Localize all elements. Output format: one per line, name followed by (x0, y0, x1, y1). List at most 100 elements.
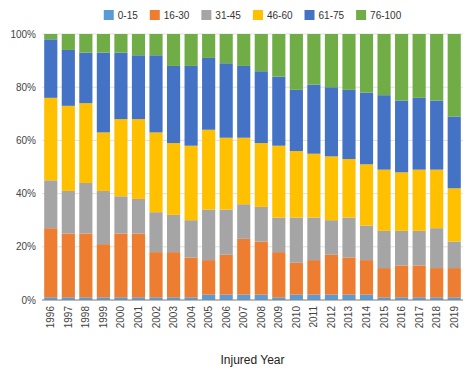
bar-segment (79, 183, 92, 234)
bar-segment (448, 241, 461, 268)
bar-segment (342, 218, 355, 258)
x-tick-label: 2008 (256, 306, 267, 329)
bar-segment (430, 268, 443, 297)
bar-segment (430, 228, 443, 268)
bar-segment (220, 63, 233, 137)
bar-segment (62, 191, 75, 234)
bar-segment (149, 212, 162, 252)
bar-segment (237, 138, 250, 205)
bar-segment (413, 265, 426, 297)
bar-segment (237, 204, 250, 239)
bar-segment (255, 34, 268, 71)
bar-segment (132, 119, 145, 199)
x-tick-label: 1999 (98, 306, 109, 329)
bars (44, 34, 461, 300)
legend-label: 46-60 (267, 10, 293, 21)
bar-segment (290, 295, 303, 300)
x-tick-label: 2009 (273, 306, 284, 329)
legend-label: 0-15 (118, 10, 138, 21)
bar-segment (255, 207, 268, 242)
bar-segment (185, 34, 198, 66)
legend-label: 16-30 (164, 10, 190, 21)
bar-segment (44, 98, 57, 180)
bar-segment (325, 34, 338, 87)
bar-segment (220, 295, 233, 300)
bar-segment (342, 257, 355, 294)
x-tick-label: 2005 (203, 306, 214, 329)
bar-segment (44, 34, 57, 39)
bar-segment (255, 241, 268, 294)
x-tick-label: 2006 (221, 306, 232, 329)
bar-segment (62, 106, 75, 191)
bar-segment (185, 220, 198, 257)
bar-segment (272, 34, 285, 77)
bar-segment (255, 71, 268, 143)
bar-segment (342, 34, 355, 90)
bar-segment (255, 143, 268, 207)
y-tick-label: 0% (22, 295, 37, 306)
bar-segment (44, 228, 57, 297)
bar-segment (114, 119, 127, 196)
bar-segment (79, 103, 92, 183)
bar-segment (307, 295, 320, 300)
bar-segment (272, 218, 285, 253)
bar-segment (114, 34, 127, 53)
bar-segment (202, 34, 215, 58)
bar-segment (237, 295, 250, 300)
bar-segment (307, 85, 320, 154)
x-tick-label: 2018 (431, 306, 442, 329)
x-tick-label: 2011 (308, 306, 319, 328)
bar-segment (220, 138, 233, 210)
bar-segment (360, 164, 373, 225)
bar-segment (360, 226, 373, 261)
bar-segment (237, 239, 250, 295)
x-tick-label: 2013 (343, 306, 354, 329)
bar-segment (272, 252, 285, 297)
x-tick-label: 2010 (291, 306, 302, 329)
x-axis-label: Injured Year (220, 353, 284, 367)
bar-segment (272, 77, 285, 146)
bar-segment (413, 231, 426, 266)
bar-segment (44, 180, 57, 228)
bar-segment (79, 34, 92, 53)
bar-segment (114, 53, 127, 120)
bar-segment (360, 295, 373, 300)
legend-item: 76-100 (356, 10, 402, 21)
bar-segment (97, 191, 110, 244)
bar-segment (114, 196, 127, 233)
x-tick-label: 2007 (238, 306, 249, 329)
bar-segment (395, 172, 408, 231)
bar-segment (237, 34, 250, 66)
bar-segment (342, 159, 355, 218)
bar-segment (255, 295, 268, 300)
bar-segment (360, 34, 373, 93)
x-tick-label: 2001 (133, 306, 144, 329)
bar-segment (202, 58, 215, 130)
grid (42, 34, 463, 300)
bar-segment (377, 231, 390, 268)
bar-segment (167, 143, 180, 215)
legend-item: 31-45 (201, 10, 241, 21)
bar-segment (325, 87, 338, 156)
bar-segment (377, 268, 390, 297)
legend-swatch (150, 10, 160, 20)
x-tick-label: 2002 (151, 306, 162, 329)
bar-segment (62, 50, 75, 106)
legend-swatch (356, 10, 366, 20)
x-tick-label: 1996 (45, 306, 56, 329)
bar-segment (167, 215, 180, 252)
legend-swatch (201, 10, 211, 20)
legend-label: 61-75 (319, 10, 345, 21)
x-tick-label: 2019 (449, 306, 460, 329)
bar-segment (149, 34, 162, 55)
bar-segment (149, 132, 162, 212)
x-tick-label: 2000 (115, 306, 126, 329)
bar-segment (307, 34, 320, 85)
y-tick-label: 40% (16, 188, 36, 199)
bar-segment (202, 210, 215, 261)
legend-swatch (104, 10, 114, 20)
legend-item: 46-60 (253, 10, 293, 21)
bar-segment (325, 156, 338, 220)
bar-segment (237, 66, 250, 138)
bar-segment (149, 252, 162, 297)
